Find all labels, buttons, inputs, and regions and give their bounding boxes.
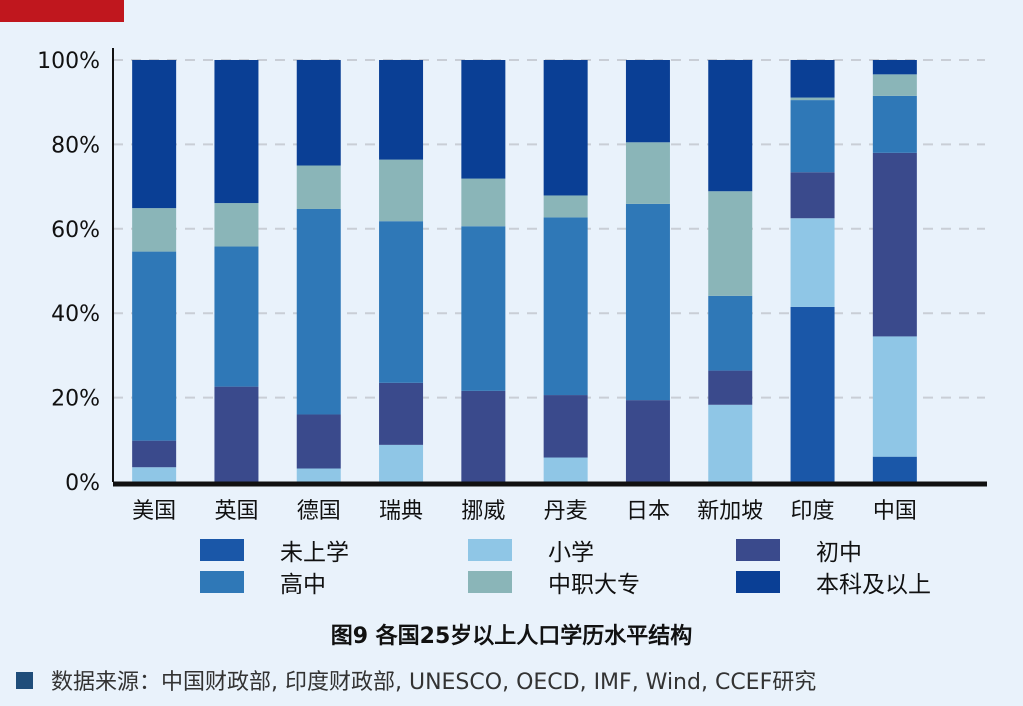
bar-segment <box>296 414 341 469</box>
bar-segment <box>872 74 917 96</box>
x-tick-label: 印度 <box>791 499 835 524</box>
bar-segment <box>872 60 917 75</box>
bar-segment <box>790 172 835 219</box>
bar-segment <box>214 386 259 482</box>
x-tick-label: 中国 <box>873 499 917 524</box>
bar-segment <box>132 208 177 252</box>
legend-item-未上学: 未上学 <box>200 536 349 566</box>
legend-label: 未上学 <box>280 540 349 566</box>
y-tick-label: 20% <box>51 387 100 412</box>
bar-segment <box>543 195 588 218</box>
header-accent-bar <box>0 0 124 22</box>
x-tick-label: 瑞典 <box>379 499 423 524</box>
bar-segment <box>872 152 917 337</box>
bar-segment <box>461 390 506 482</box>
bar-segment <box>543 457 588 482</box>
bar-segment <box>708 191 753 296</box>
legend-label: 中职大专 <box>548 572 640 598</box>
x-tick-label: 挪威 <box>461 499 505 524</box>
y-tick-label: 80% <box>51 133 100 158</box>
y-tick-label: 0% <box>65 471 100 496</box>
x-tick-label: 英国 <box>214 499 258 524</box>
bar-segment <box>461 226 506 391</box>
bar-segment <box>461 178 506 227</box>
legend-swatch <box>736 571 780 593</box>
legend-item-高中: 高中 <box>200 568 326 598</box>
bar-segment <box>296 208 341 415</box>
legend-label: 初中 <box>816 540 862 566</box>
legend-swatch <box>200 539 244 561</box>
y-tick-label: 60% <box>51 218 100 243</box>
bar-segment <box>214 246 259 387</box>
bar-segment <box>708 404 753 482</box>
x-tick-label: 新加坡 <box>697 499 763 524</box>
bar-segment <box>872 456 917 482</box>
bar-segment <box>625 60 670 143</box>
y-tick-label: 100% <box>37 49 100 74</box>
figure-title: 图9 各国25岁以上人口学历水平结构 <box>330 624 693 649</box>
source-text: 数据来源：中国财政部, 印度财政部, UNESCO, OECD, IMF, Wi… <box>51 670 817 695</box>
bar-segment <box>214 203 259 247</box>
bar-segment <box>625 203 670 401</box>
legend-label: 本科及以上 <box>816 572 931 598</box>
x-tick-label: 德国 <box>297 499 341 524</box>
legend-swatch <box>468 539 512 561</box>
bar-segment <box>790 218 835 307</box>
legend-label: 高中 <box>280 572 326 598</box>
bar-segment <box>790 60 835 98</box>
bar-segment <box>708 370 753 405</box>
bar-segment <box>379 60 424 160</box>
bar-segment <box>379 221 424 383</box>
legend-label: 小学 <box>548 540 594 566</box>
bar-segment <box>625 400 670 482</box>
bar-segment <box>379 444 424 482</box>
bar-segment <box>708 295 753 371</box>
bar-segment <box>708 60 753 192</box>
legend-item-本科及以上: 本科及以上 <box>736 568 931 598</box>
bar-segment <box>461 60 506 179</box>
bar-segment <box>379 382 424 445</box>
bar-segment <box>296 60 341 166</box>
y-tick-label: 40% <box>51 302 100 327</box>
legend-swatch <box>736 539 780 561</box>
legend-item-中职大专: 中职大专 <box>468 568 640 598</box>
legend-swatch <box>468 571 512 593</box>
bar-segment <box>132 60 177 209</box>
bar-segment <box>790 100 835 173</box>
bar-segment <box>379 159 424 222</box>
bar-segment <box>296 468 341 482</box>
stacked-bar-chart: 0% 20% 40% 60% 80% 100% 美国 英国 德国 瑞典 挪威 丹麦 日本 新加坡 印度 中国 <box>37 48 987 524</box>
bar-segment <box>132 440 177 468</box>
bar-segment <box>132 467 177 482</box>
bar-segment <box>625 142 670 204</box>
chart-legend: 未上学 小学 初中 高中 中职大专 本科及以上 <box>200 536 960 600</box>
bar-segment <box>214 60 259 204</box>
bar-segment <box>872 336 917 457</box>
bar-segment <box>872 95 917 153</box>
bar-segment <box>543 217 588 396</box>
bar-segment <box>543 395 588 458</box>
source-square-icon <box>16 671 33 689</box>
x-tick-label: 美国 <box>132 499 176 524</box>
bar-segment <box>132 251 177 441</box>
x-tick-label: 丹麦 <box>544 499 588 524</box>
legend-item-小学: 小学 <box>468 536 594 566</box>
x-tick-label: 日本 <box>626 499 670 524</box>
bar-segment <box>296 165 341 209</box>
legend-item-初中: 初中 <box>736 536 862 566</box>
source-note: 数据来源：中国财政部, 印度财政部, UNESCO, OECD, IMF, Wi… <box>16 664 816 696</box>
legend-swatch <box>200 571 244 593</box>
bar-segment <box>790 97 835 101</box>
bar-segment <box>790 306 835 482</box>
bar-segment <box>543 60 588 196</box>
